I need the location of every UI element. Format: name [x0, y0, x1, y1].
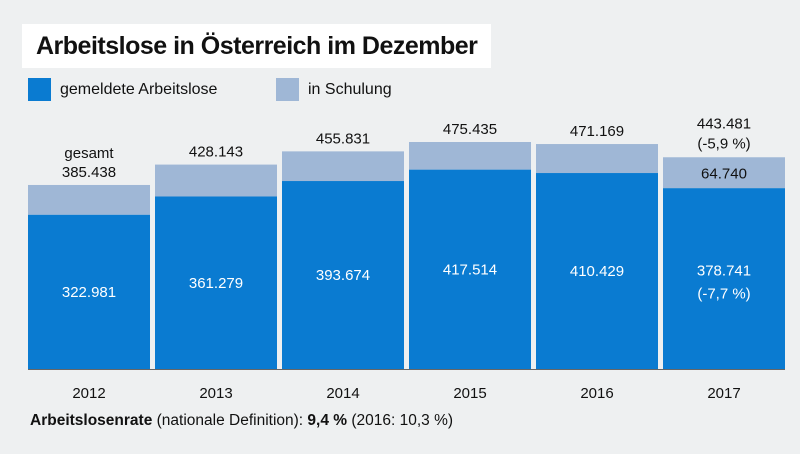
legend-label-registered: gemeldete Arbeitslose [60, 80, 218, 98]
value-label-training-2017: 64.740 [701, 166, 747, 183]
title-box: Arbeitslose in Österreich im Dezember [22, 24, 492, 68]
bar-training-2012 [28, 184, 150, 215]
bar-training-2014 [282, 151, 404, 182]
bar-registered-2015 [409, 169, 531, 369]
value-label-registered-2014: 393.674 [316, 267, 370, 284]
value-label-registered-2016: 410.429 [570, 263, 624, 280]
legend-label-training: in Schulung [308, 80, 392, 98]
bar-registered-2017 [663, 188, 785, 369]
x-tick-label-2017: 2017 [707, 385, 740, 402]
bar-registered-2013 [155, 196, 277, 369]
total-label-2016: 471.169 [570, 123, 624, 140]
footer-definition: (nationale Definition): [152, 412, 308, 429]
x-tick-label-2016: 2016 [580, 385, 613, 402]
unemployment-rate-note: Arbeitslosenrate (nationale Definition):… [30, 412, 453, 430]
change-label-total-2017: (-5,9 %) [697, 135, 750, 152]
bar-registered-2012 [28, 214, 150, 369]
bar-training-2015 [409, 142, 531, 170]
chart-title: Arbeitslose in Österreich im Dezember [36, 31, 478, 60]
value-label-registered-2015: 417.514 [443, 261, 497, 278]
footer-rate: 9,4 % [307, 412, 348, 429]
x-tick-label-2014: 2014 [326, 385, 359, 402]
legend-item-training: in Schulung [276, 78, 392, 101]
legend-item-registered: gemeldete Arbeitslose [28, 78, 217, 101]
total-prefix-label: gesamt [64, 145, 114, 162]
footer-label: Arbeitslosenrate [30, 412, 153, 429]
change-label-registered-2017: (-7,7 %) [697, 286, 750, 303]
x-tick-label-2015: 2015 [453, 385, 486, 402]
bar-training-2017 [663, 157, 785, 189]
legend-swatch-registered [28, 78, 51, 101]
footer-previous: (2016: 10,3 %) [347, 412, 454, 429]
total-label-2014: 455.831 [316, 130, 370, 147]
value-label-registered-2013: 361.279 [189, 275, 243, 292]
x-tick-label-2013: 2013 [199, 385, 232, 402]
total-label-2013: 428.143 [189, 144, 243, 161]
value-label-registered-2017: 378.741 [697, 263, 751, 280]
total-label-2012: 385.438 [62, 164, 116, 181]
bar-registered-2014 [282, 181, 404, 369]
bar-registered-2016 [536, 173, 658, 369]
value-label-registered-2012: 322.981 [62, 284, 116, 301]
total-label-2017: 443.481 [697, 115, 751, 132]
bar-training-2016 [536, 144, 658, 174]
x-tick-label-2012: 2012 [72, 385, 105, 402]
bar-training-2013 [155, 164, 277, 197]
legend-swatch-training [276, 78, 299, 101]
total-label-2015: 475.435 [443, 121, 497, 138]
